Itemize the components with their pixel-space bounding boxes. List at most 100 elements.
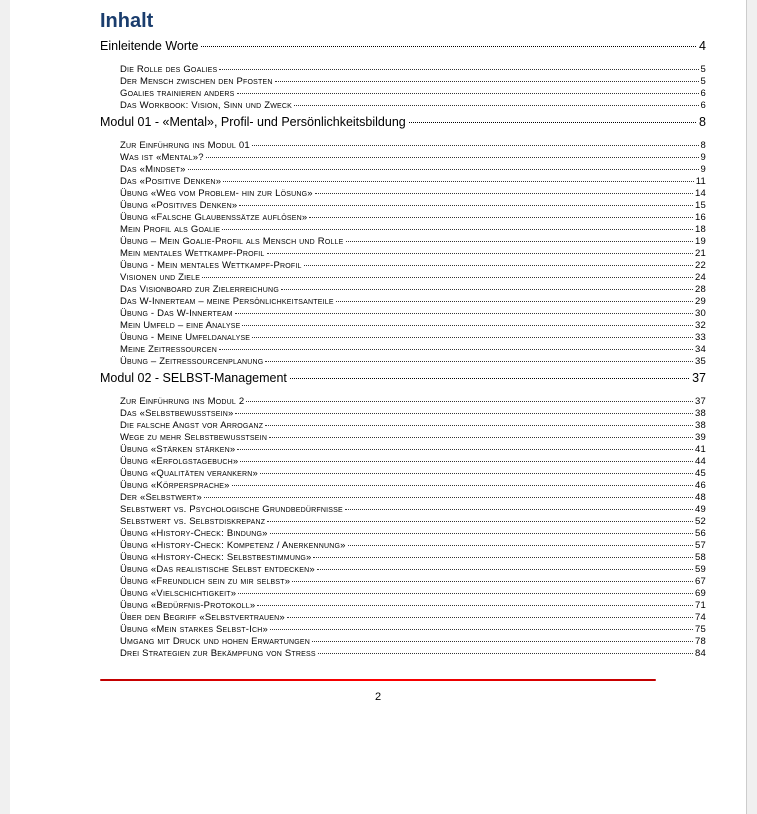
toc-item-page: 59 <box>695 564 706 575</box>
toc-item-row: Mein Profil als Goalie 18 <box>120 224 706 235</box>
toc-leader-dots <box>269 437 693 438</box>
toc-leader-dots <box>237 93 699 94</box>
toc-item-page: 21 <box>695 248 706 259</box>
toc-item-label: Übung «Weg vom Problem- hin zur Lösung» <box>120 188 313 199</box>
toc-item-label: Übung «Körpersprache» <box>120 480 230 491</box>
toc-item-page: 32 <box>695 320 706 331</box>
toc-leader-dots <box>275 81 699 82</box>
section-gap <box>50 389 706 395</box>
toc-item-page: 6 <box>701 100 706 111</box>
toc-item-label: Übung «Mein starkes Selbst-Ich» <box>120 624 268 635</box>
toc-item-row: Über den Begriff «Selbstvertrauen» 74 <box>120 612 706 623</box>
section-gap <box>50 133 706 139</box>
toc-leader-dots <box>281 289 693 290</box>
toc-item-label: Übung - Meine Umfeldanalyse <box>120 332 250 343</box>
toc-item-label: Selbstwert vs. Selbstdiskrepanz <box>120 516 265 527</box>
toc-item-label: Übung «History-Check: Selbstbestimmung» <box>120 552 311 563</box>
toc-item-page: 74 <box>695 612 706 623</box>
toc-item-label: Übung «Vielschichtigkeit» <box>120 588 236 599</box>
toc-item-page: 71 <box>695 600 706 611</box>
toc-leader-dots <box>219 69 698 70</box>
toc-item-row: Übung «Vielschichtigkeit» 69 <box>120 588 706 599</box>
toc-section-page: 37 <box>692 371 706 385</box>
document-page: Inhalt Einleitende Worte 4Die Rolle des … <box>10 0 747 814</box>
toc-leader-dots <box>265 361 693 362</box>
toc-item-row: Das «Selbstbewusstsein» 38 <box>120 408 706 419</box>
toc-item-label: Das Workbook: Vision, Sinn und Zweck <box>120 100 292 111</box>
toc-item-row: Wege zu mehr Selbstbewusstsein 39 <box>120 432 706 443</box>
toc-leader-dots <box>223 181 694 182</box>
toc-item-row: Goalies trainieren anders 6 <box>120 88 706 99</box>
toc-leader-dots <box>235 313 693 314</box>
toc-item-row: Übung «History-Check: Bindung» 56 <box>120 528 706 539</box>
toc-item-row: Übung «History-Check: Kompetenz / Anerke… <box>120 540 706 551</box>
toc-item-row: Übung - Mein mentales Wettkampf-Profil 2… <box>120 260 706 271</box>
toc-leader-dots <box>202 277 693 278</box>
toc-item-label: Was ist «Mental»? <box>120 152 204 163</box>
toc-leader-dots <box>270 533 693 534</box>
toc-leader-dots <box>222 229 693 230</box>
toc-leader-dots <box>235 413 693 414</box>
toc-item-label: Das «Positive Denken» <box>120 176 221 187</box>
toc-item-page: 78 <box>695 636 706 647</box>
toc-item-page: 5 <box>701 64 706 75</box>
toc-item-page: 22 <box>695 260 706 271</box>
toc-item-page: 57 <box>695 540 706 551</box>
toc-item-row: Übung «Positives Denken» 15 <box>120 200 706 211</box>
toc-section-label: Einleitende Worte <box>100 39 198 53</box>
toc-leader-dots <box>317 569 693 570</box>
toc-section-row: Modul 02 - SELBST-Management 37 <box>100 371 706 385</box>
toc-leader-dots <box>304 265 693 266</box>
toc-item-page: 28 <box>695 284 706 295</box>
toc-leader-dots <box>252 145 699 146</box>
toc-item-label: Übung – Zeitressourcenplanung <box>120 356 263 367</box>
toc-item-page: 5 <box>701 76 706 87</box>
toc-item-row: Mein mentales Wettkampf-Profil 21 <box>120 248 706 259</box>
toc-leader-dots <box>219 349 693 350</box>
toc-item-page: 9 <box>701 152 706 163</box>
toc-leader-dots <box>409 122 696 123</box>
toc-leader-dots <box>237 449 693 450</box>
toc-leader-dots <box>206 157 699 158</box>
toc-item-page: 38 <box>695 408 706 419</box>
toc-section-row: Einleitende Worte 4 <box>100 39 706 53</box>
toc-item-page: 6 <box>701 88 706 99</box>
toc-item-page: 37 <box>695 396 706 407</box>
toc-item-row: Übung «Weg vom Problem- hin zur Lösung» … <box>120 188 706 199</box>
toc-leader-dots <box>287 617 693 618</box>
toc-leader-dots <box>345 509 693 510</box>
toc-item-label: Das W-Innerteam – meine Persönlichkeitsa… <box>120 296 334 307</box>
toc-item-page: 15 <box>695 200 706 211</box>
toc-item-row: Die Rolle des Goalies 5 <box>120 64 706 75</box>
toc-item-label: Übung «Freundlich sein zu mir selbst» <box>120 576 290 587</box>
toc-item-row: Meine Zeitressourcen 34 <box>120 344 706 355</box>
toc-item-label: Der «Selbstwert» <box>120 492 202 503</box>
toc-item-label: Das Visionboard zur Zielerreichung <box>120 284 279 295</box>
toc-item-page: 30 <box>695 308 706 319</box>
toc-item-label: Meine Zeitressourcen <box>120 344 217 355</box>
toc-item-row: Das Workbook: Vision, Sinn und Zweck 6 <box>120 100 706 111</box>
toc-leader-dots <box>312 641 693 642</box>
toc-item-page: 16 <box>695 212 706 223</box>
toc-leader-dots <box>246 401 693 402</box>
section-gap <box>50 57 706 63</box>
toc-item-page: 38 <box>695 420 706 431</box>
toc-item-row: Übung «Erfolgstagebuch» 44 <box>120 456 706 467</box>
toc-item-label: Zur Einführung ins Modul 01 <box>120 140 250 151</box>
toc-item-row: Das «Positive Denken» 11 <box>120 176 706 187</box>
toc-leader-dots <box>270 629 693 630</box>
toc-item-row: Drei Strategien zur Bekämpfung von Stres… <box>120 648 706 659</box>
toc-item-row: Übung «Falsche Glaubenssätze auflösen» 1… <box>120 212 706 223</box>
toc-item-page: 46 <box>695 480 706 491</box>
toc-leader-dots <box>252 337 693 338</box>
toc-section-page: 4 <box>699 39 706 53</box>
toc-item-row: Übung – Zeitressourcenplanung 35 <box>120 356 706 367</box>
toc-item-label: Übung – Mein Goalie-Profil als Mensch un… <box>120 236 344 247</box>
toc-item-row: Übung «Das realistische Selbst entdecken… <box>120 564 706 575</box>
toc-item-row: Das W-Innerteam – meine Persönlichkeitsa… <box>120 296 706 307</box>
toc-leader-dots <box>257 605 693 606</box>
toc-item-label: Übung «Stärken stärken» <box>120 444 235 455</box>
toc-item-row: Die falsche Angst vor Arroganz 38 <box>120 420 706 431</box>
toc-container: Einleitende Worte 4 Die Rolle des Goalies… <box>50 39 706 659</box>
toc-item-page: 56 <box>695 528 706 539</box>
